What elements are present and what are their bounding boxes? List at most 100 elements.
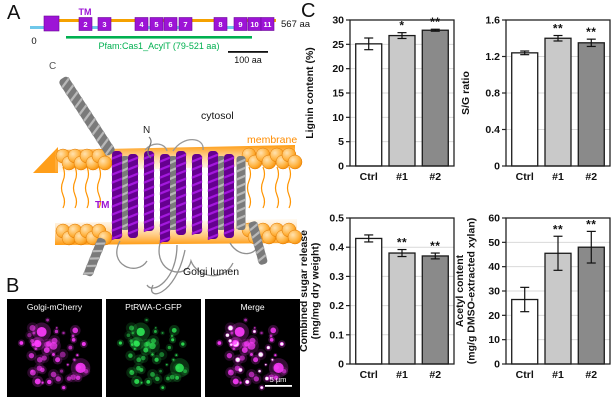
organelle-dot	[139, 367, 144, 372]
organelle-dot	[169, 374, 175, 380]
organelle-dot	[54, 329, 59, 334]
colocalized-dot	[260, 386, 263, 389]
organelle-dot	[183, 369, 187, 374]
y-axis-title: S/G ratio	[460, 71, 472, 115]
organelle-dot	[159, 369, 162, 373]
organelle-dot	[171, 338, 175, 342]
y-axis-title: (mg/g DMSO-extracted xylan)	[466, 218, 478, 364]
y-tick-label: 0.8	[485, 88, 500, 100]
tm-box-number: 2	[83, 20, 87, 29]
y-tick-label: 5	[338, 136, 344, 148]
organelle-dot	[239, 381, 242, 384]
organelle-dot	[47, 379, 52, 385]
organelle-dot	[59, 351, 66, 358]
y-tick-label: 50	[488, 237, 500, 249]
organelle-dot	[34, 378, 41, 385]
organelle-dot	[269, 334, 273, 338]
organelle-dot	[146, 380, 151, 384]
tm-box	[178, 17, 193, 31]
organelle-dot	[253, 376, 259, 382]
cytosolic-coil	[144, 138, 204, 152]
organelle-dot	[36, 356, 43, 363]
lipid-tail	[60, 166, 66, 209]
organelle-dot	[55, 326, 58, 329]
micrograph-green: PtRWA-C-GFP	[106, 299, 201, 397]
y-tick-label: 0	[494, 359, 500, 371]
organelle-dot	[253, 326, 256, 329]
x-category-label: #2	[585, 369, 597, 381]
organelle-dot	[268, 374, 274, 380]
tm-box-number: 6	[168, 20, 172, 29]
lumenal-coil	[158, 242, 234, 277]
y-tick-label: 25	[332, 39, 344, 51]
micrograph-scalebar-label: 5 µm	[270, 375, 287, 384]
organelle-dot	[46, 318, 49, 322]
x-category-label: #2	[429, 369, 441, 381]
pfam-domain-label: Pfam:Cas1_AcylT (79-521 aa)	[99, 41, 220, 51]
organelle-dot	[248, 371, 255, 378]
diagram-start-label: 0	[31, 36, 36, 47]
x-category-label: Ctrl	[516, 171, 534, 183]
organelle-dot	[234, 326, 245, 337]
organelle-dot	[66, 376, 72, 381]
organelle-dot	[167, 345, 172, 350]
organelle-dot	[81, 342, 86, 347]
x-category-label: #1	[552, 171, 564, 183]
bar-Ctrl	[355, 237, 383, 365]
y-tick-label: 0	[338, 359, 344, 371]
protein-structure-illustration: C N cytosol membrane TM Golgi lumen	[33, 61, 303, 295]
colocalized-dot	[271, 358, 274, 361]
lipid-tail	[84, 166, 90, 209]
organelle-dot	[52, 353, 55, 357]
lumenal-loop-segment	[89, 26, 101, 29]
organelle-dot	[181, 342, 185, 346]
organelle-dot	[55, 357, 61, 363]
bar-no1	[388, 34, 416, 167]
organelle-dot	[40, 367, 45, 373]
y-tick-label: 0.2	[329, 300, 344, 312]
helix	[143, 151, 155, 233]
organelle-dot	[43, 347, 50, 354]
colocalized-dot	[230, 343, 233, 346]
organelle-dot	[232, 347, 236, 351]
chart-combined-sugar-release: Ctrl ** #1 ** #2 0 0.1 0.2 0.3 0.4 0.5 Combined sug…	[298, 213, 455, 381]
organelle-dot	[140, 381, 143, 384]
helix	[120, 156, 130, 230]
y-tick-label: 60	[488, 213, 500, 225]
organelle-dot	[73, 358, 76, 361]
micrograph-scalebar	[265, 385, 292, 387]
organelle-dot	[217, 341, 222, 345]
x-category-label: #1	[552, 369, 564, 381]
micrograph-merge: Merge 5 µm	[205, 299, 300, 397]
organelle-dot	[72, 327, 79, 334]
organelle-dot	[226, 352, 233, 359]
organelle-dot	[161, 386, 165, 389]
organelle-dot	[250, 353, 253, 357]
tm-box	[260, 17, 275, 31]
colocalized-dot	[228, 339, 232, 343]
tm-box	[78, 17, 93, 31]
organelle-dot	[175, 365, 180, 370]
colocalized-dot	[265, 376, 269, 381]
y-tick-label: 1.2	[485, 51, 500, 63]
organelle-dot	[151, 338, 157, 344]
organelle-dot	[76, 354, 79, 357]
lipid-tail	[286, 166, 292, 209]
organelle-dot	[128, 353, 133, 358]
organelle-dot	[51, 337, 58, 344]
organelle-dot	[50, 371, 57, 378]
y-tick-label: 20	[332, 63, 344, 75]
y-tick-label: 40	[488, 261, 500, 273]
organelle-dot	[241, 347, 248, 354]
micrograph-title: Golgi-mCherry	[27, 302, 83, 312]
organelle-dot	[249, 337, 256, 344]
colocalized-dot	[266, 346, 270, 350]
organelle-dot	[143, 341, 149, 347]
organelle-dot	[66, 363, 69, 366]
helix	[236, 156, 246, 230]
organelle-dot	[145, 318, 148, 322]
organelle-dot	[150, 372, 155, 377]
organelle-dot	[253, 357, 259, 363]
y-tick-label: 20	[488, 310, 500, 322]
x-category-label: #2	[585, 171, 597, 183]
